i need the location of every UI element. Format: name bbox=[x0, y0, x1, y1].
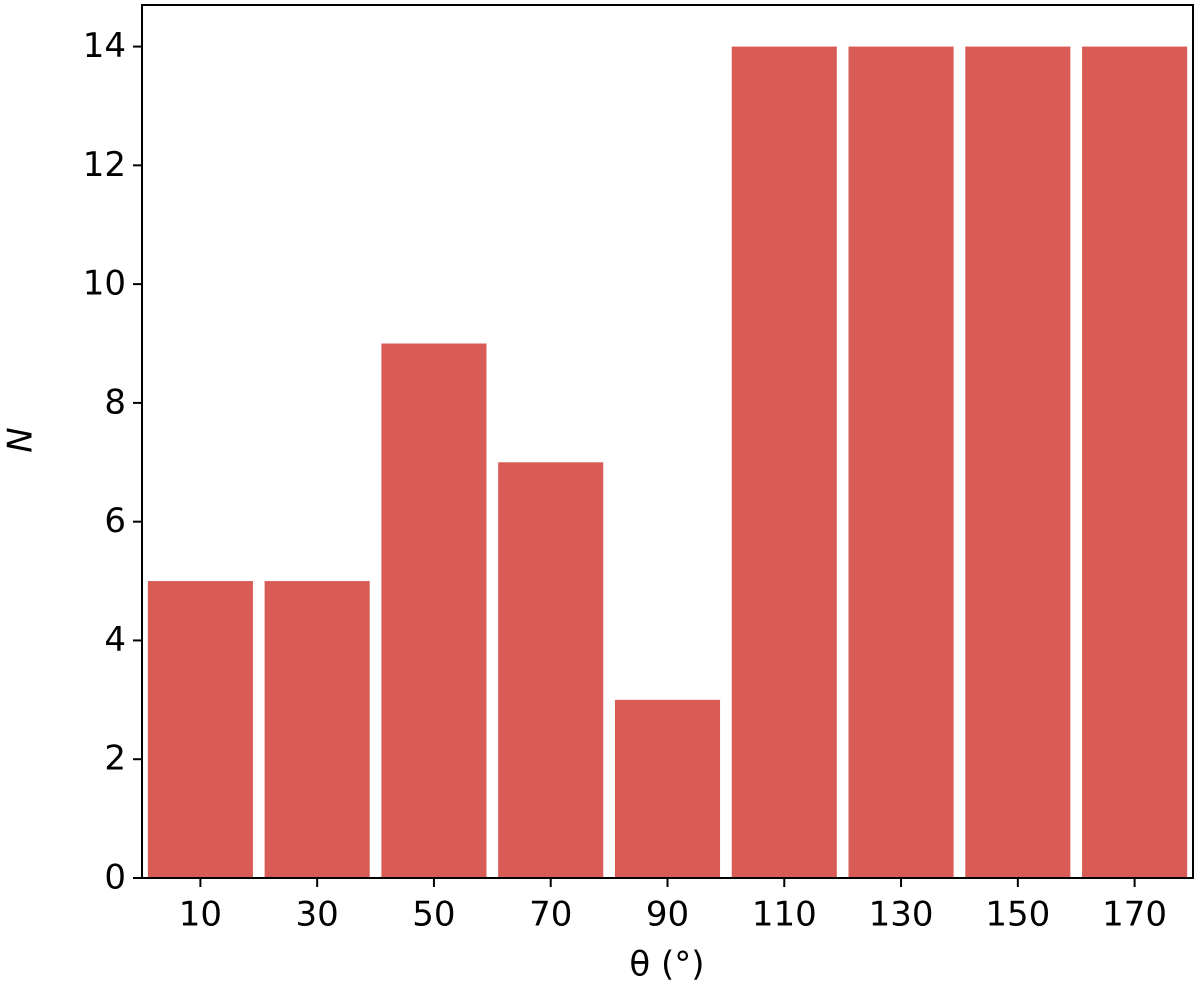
x-tick-label: 110 bbox=[752, 895, 817, 935]
y-tick-label: 6 bbox=[104, 501, 126, 541]
bar bbox=[1082, 46, 1188, 879]
x-tick-label: 70 bbox=[529, 895, 572, 935]
y-tick-label: 12 bbox=[83, 145, 126, 185]
x-tick-label: 150 bbox=[985, 895, 1050, 935]
x-tick-label: 130 bbox=[869, 895, 934, 935]
y-axis-label: N bbox=[1, 427, 41, 452]
bar bbox=[731, 46, 837, 879]
x-tick-label: 170 bbox=[1102, 895, 1167, 935]
x-tick-label: 10 bbox=[179, 895, 222, 935]
x-tick-label: 30 bbox=[296, 895, 339, 935]
x-axis-label: θ (°) bbox=[629, 945, 704, 985]
y-tick-label: 14 bbox=[83, 26, 126, 66]
bar bbox=[498, 462, 604, 878]
x-tick-label: 50 bbox=[412, 895, 455, 935]
y-tick-label: 4 bbox=[104, 620, 126, 660]
y-tick-label: 0 bbox=[104, 858, 126, 898]
bar bbox=[381, 343, 487, 878]
y-tick-label: 2 bbox=[104, 739, 126, 779]
bar bbox=[965, 46, 1071, 879]
bar bbox=[614, 699, 721, 878]
y-tick-label: 8 bbox=[104, 382, 126, 422]
bar bbox=[848, 46, 954, 879]
x-tick-label: 90 bbox=[646, 895, 689, 935]
y-tick-label: 10 bbox=[83, 264, 126, 304]
bar bbox=[264, 581, 370, 878]
bar bbox=[147, 581, 253, 878]
plot-frame bbox=[141, 4, 1194, 879]
